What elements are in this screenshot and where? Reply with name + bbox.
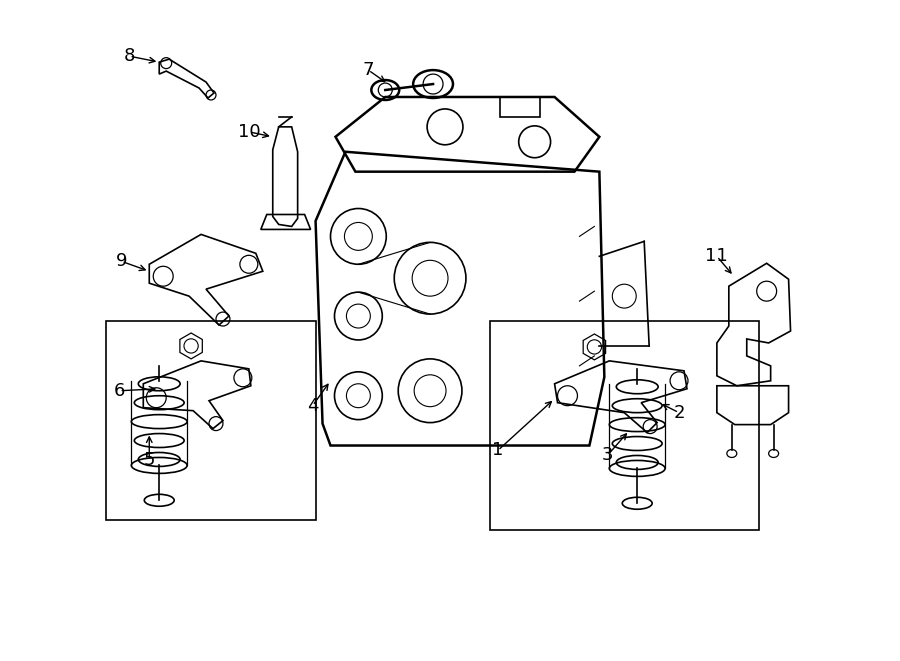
Text: 2: 2: [673, 404, 685, 422]
Text: 6: 6: [113, 382, 125, 400]
Text: 1: 1: [492, 442, 503, 459]
Bar: [106, 321, 316, 520]
Text: 11: 11: [706, 247, 728, 265]
Bar: [500, 97, 540, 117]
Text: 10: 10: [238, 123, 260, 141]
Text: 3: 3: [601, 446, 613, 465]
Text: 9: 9: [115, 253, 127, 270]
Text: 4: 4: [307, 397, 319, 414]
Bar: [490, 321, 759, 530]
Text: 5: 5: [143, 451, 155, 469]
Text: 7: 7: [363, 61, 374, 79]
Text: 8: 8: [123, 47, 135, 65]
